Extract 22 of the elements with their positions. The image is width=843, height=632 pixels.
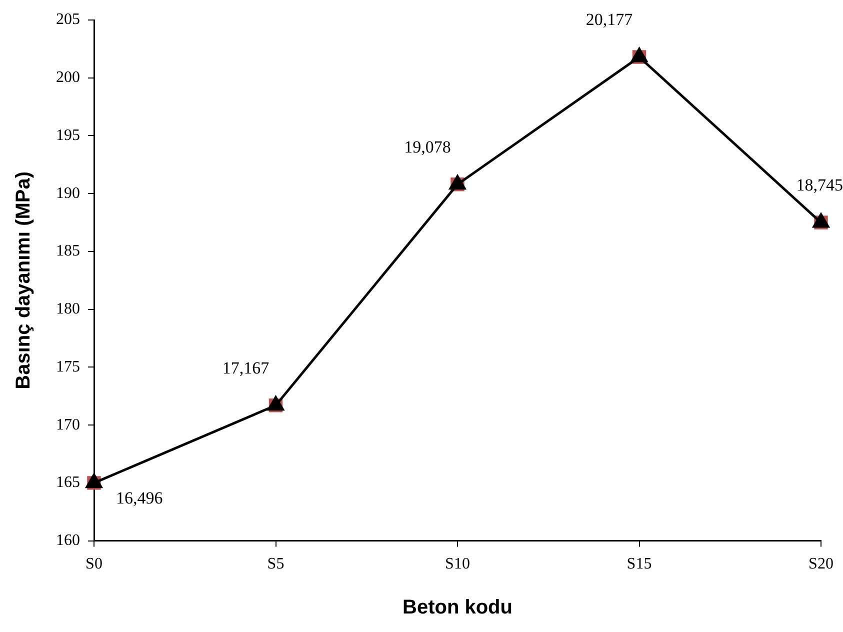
annotation: 19,078 — [404, 137, 451, 156]
x-tick-label: S10 — [445, 556, 470, 573]
y-tick-label: 165 — [56, 474, 80, 492]
annotation: 16,496 — [116, 488, 163, 508]
y-tick-label: 175 — [56, 358, 80, 376]
y-tick-label: 170 — [56, 416, 80, 434]
y-tick-label: 195 — [56, 126, 80, 144]
y-tick-label: 160 — [56, 532, 80, 550]
x-axis-title: Beton kodu — [402, 596, 512, 619]
y-tick-label: 185 — [56, 242, 80, 260]
y-axis-title: Basınç dayanımı (MPa) — [12, 171, 35, 390]
annotation: 20,177 — [586, 10, 634, 30]
annotation: 17,167 — [222, 358, 270, 378]
annotation: 18,745 — [796, 176, 843, 194]
y-tick-label: 200 — [56, 69, 80, 86]
x-tick-label: S15 — [626, 556, 652, 573]
x-tick-label: S5 — [267, 556, 284, 573]
y-tick-label: 190 — [56, 184, 80, 202]
y-tick-label: 180 — [56, 300, 80, 318]
x-tick-label: S20 — [808, 556, 834, 573]
y-tick-label: 205 — [56, 11, 80, 28]
x-tick-label: S0 — [86, 556, 102, 573]
